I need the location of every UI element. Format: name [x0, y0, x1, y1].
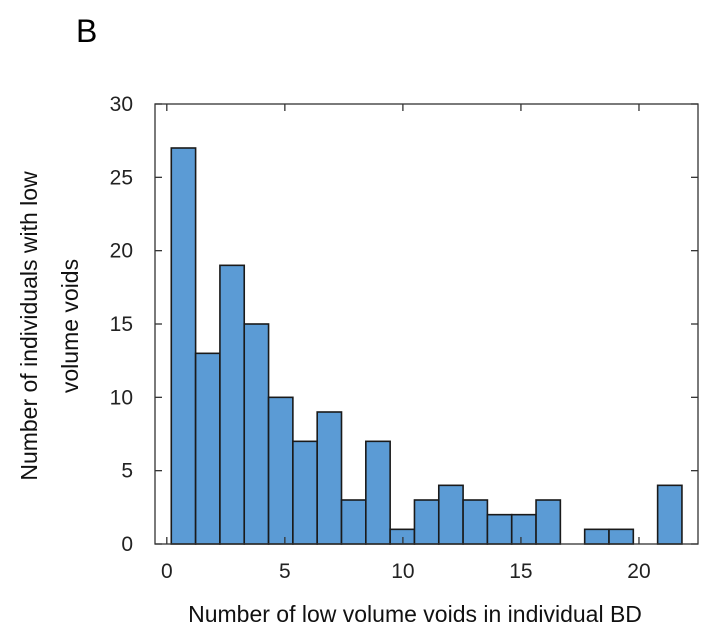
x-tick-label: 10 [391, 560, 414, 583]
y-tick-label: 15 [110, 313, 133, 336]
histogram-bar [219, 264, 246, 545]
histogram-bar [340, 499, 367, 545]
x-tick-label: 0 [161, 560, 173, 583]
y-tick-label: 25 [110, 166, 133, 189]
histogram-bar [486, 513, 513, 545]
bars-group [170, 147, 683, 545]
histogram-bar [535, 499, 562, 545]
y-axis-title-line-2: volume voids [57, 259, 83, 393]
x-axis-title: Number of low volume voids in individual… [188, 601, 642, 627]
y-axis: 0 5 10 15 20 25 30 [110, 93, 698, 556]
histogram-bar [413, 499, 440, 545]
histogram-bar [583, 528, 610, 545]
x-tick-label: 15 [509, 560, 532, 583]
histogram-bar [437, 484, 464, 545]
histogram-bar [608, 528, 635, 545]
histogram-bar [365, 440, 391, 545]
histogram-bar [243, 323, 270, 545]
y-tick-label: 20 [110, 240, 133, 263]
histogram-bar [316, 411, 343, 545]
histogram-bar [510, 513, 537, 545]
x-axis: 0 5 10 15 20 [161, 104, 651, 583]
x-tick-label: 5 [279, 560, 291, 583]
histogram-bar [170, 147, 197, 545]
y-tick-label: 30 [110, 93, 133, 116]
y-axis-title-line-1: Number of individuals with low [16, 171, 42, 481]
histogram-bar [194, 352, 221, 545]
y-axis-title: Number of individuals with low volume vo… [16, 171, 83, 481]
y-tick-label: 5 [121, 460, 133, 483]
histogram-bar [462, 499, 489, 545]
y-tick-label: 10 [110, 386, 133, 409]
y-tick-label: 0 [121, 533, 133, 556]
x-tick-label: 20 [627, 560, 650, 583]
histogram-bar [292, 440, 318, 545]
histogram-bar [267, 396, 294, 545]
panel-label: B [76, 13, 97, 49]
histogram-bar [656, 484, 683, 545]
